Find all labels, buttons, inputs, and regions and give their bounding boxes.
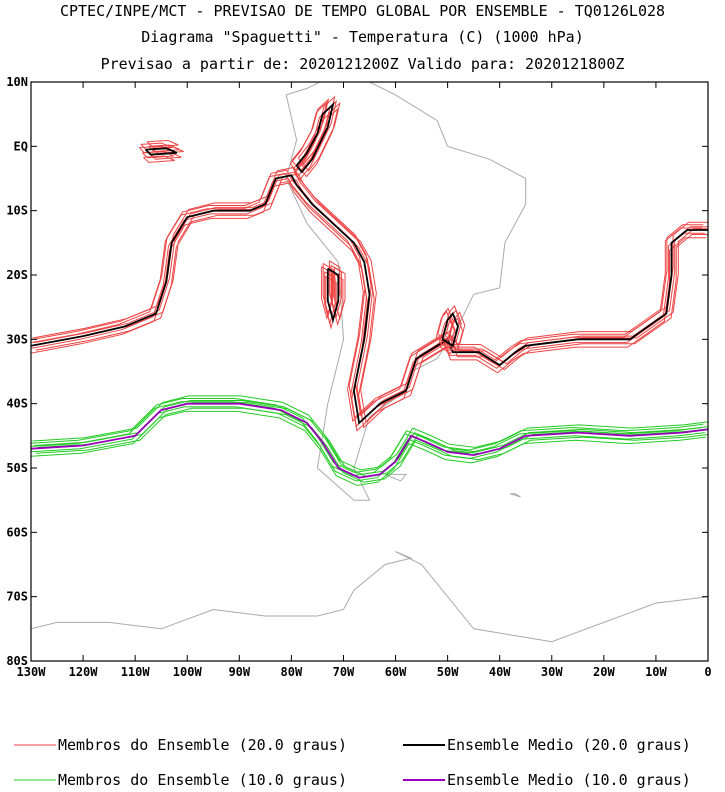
coastlines bbox=[31, 82, 708, 643]
x-tick-label: 70W bbox=[333, 665, 355, 679]
ensemble-mean-line bbox=[441, 311, 459, 348]
ensemble-member-line bbox=[322, 262, 335, 317]
chart-title-line3: Previsao a partir de: 2020121200Z Valido… bbox=[100, 55, 625, 73]
x-tick-label: 130W bbox=[17, 665, 47, 679]
y-tick-label: 80S bbox=[6, 654, 28, 668]
x-tick-label: 80W bbox=[281, 665, 303, 679]
x-tick-label: 120W bbox=[69, 665, 99, 679]
ensemble-mean-line bbox=[326, 267, 340, 324]
ensemble-member-line bbox=[31, 403, 708, 479]
x-tick-label: 20W bbox=[593, 665, 615, 679]
ensemble-member-line bbox=[31, 406, 705, 482]
ensemble-member-line bbox=[31, 398, 704, 474]
y-tick-label: 30S bbox=[6, 332, 28, 346]
coastline bbox=[285, 82, 527, 501]
y-tick-label: 10S bbox=[6, 204, 28, 218]
legend-label-member20: Membros do Ensemble (20.0 graus) bbox=[58, 736, 347, 754]
y-tick-label: 50S bbox=[6, 461, 28, 475]
ensemble-member-line bbox=[34, 171, 708, 421]
ensemble-member-line bbox=[300, 107, 339, 178]
y-tick-label: 20S bbox=[6, 268, 28, 282]
y-tick-label: 10N bbox=[6, 75, 28, 89]
plot-frame bbox=[30, 81, 709, 662]
ensemble-member-line bbox=[140, 142, 173, 151]
axis-ticks: 130W 120W 110W 100W 90W 80W 70W 60W 50W 40W 30W 20W… bbox=[6, 75, 711, 679]
ensemble-member-line bbox=[31, 401, 702, 477]
x-tick-label: 10W bbox=[645, 665, 667, 679]
ensemble-member-line bbox=[35, 407, 708, 483]
chart-title-line1: CPTEC/INPE/MCT - PREVISAO DE TEMPO GLOBA… bbox=[59, 2, 666, 20]
ensemble-member-line bbox=[31, 177, 705, 428]
coastline bbox=[384, 473, 408, 482]
legend: Membros do Ensemble (20.0 graus) Ensemble… bbox=[14, 736, 691, 789]
x-tick-label: 100W bbox=[173, 665, 203, 679]
y-tick-label: 60S bbox=[6, 525, 28, 539]
y-tick-label: 70S bbox=[6, 590, 28, 604]
x-tick-label: 110W bbox=[121, 665, 151, 679]
x-tick-label: 30W bbox=[541, 665, 563, 679]
ensemble-member-line bbox=[37, 173, 708, 423]
ensemble-member-line bbox=[334, 266, 346, 321]
ensemble-member-line bbox=[31, 172, 702, 422]
x-tick-label: 90W bbox=[228, 665, 250, 679]
ensemble-member-line bbox=[32, 395, 708, 471]
legend-label-mean10: Ensemble Medio (10.0 graus) bbox=[447, 771, 691, 789]
ensemble-member-line bbox=[31, 169, 704, 419]
ensemble-mean-line bbox=[295, 101, 335, 174]
coastline bbox=[395, 551, 708, 643]
ensemble-member-line bbox=[32, 167, 708, 417]
ensemble-mean-line bbox=[31, 174, 708, 425]
x-tick-label: 50W bbox=[437, 665, 459, 679]
ensemble-member-line bbox=[31, 410, 706, 486]
x-tick-label: 0 bbox=[704, 665, 711, 679]
ensemble-member-line bbox=[35, 179, 708, 429]
legend-label-member10: Membros do Ensemble (10.0 graus) bbox=[58, 771, 347, 789]
legend-label-mean20: Ensemble Medio (20.0 graus) bbox=[447, 736, 691, 754]
ensemble-mean-line bbox=[31, 402, 708, 479]
ensemble-member-line bbox=[448, 311, 466, 346]
y-tick-label: 40S bbox=[6, 397, 28, 411]
x-tick-label: 60W bbox=[385, 665, 407, 679]
ensemble-lines bbox=[31, 95, 708, 486]
coastline bbox=[509, 493, 521, 498]
ensemble-member-line bbox=[289, 101, 328, 171]
ensemble-member-line bbox=[143, 155, 175, 163]
coastline bbox=[31, 551, 413, 630]
ensemble-mean-line bbox=[144, 147, 178, 156]
x-tick-label: 40W bbox=[489, 665, 511, 679]
ensemble-member-line bbox=[146, 139, 179, 148]
y-tick-label: EQ bbox=[14, 139, 28, 153]
chart-title-line2: Diagrama "Spaguetti" - Temperatura (C) (… bbox=[141, 28, 584, 46]
ensemble-member-line bbox=[303, 101, 341, 172]
